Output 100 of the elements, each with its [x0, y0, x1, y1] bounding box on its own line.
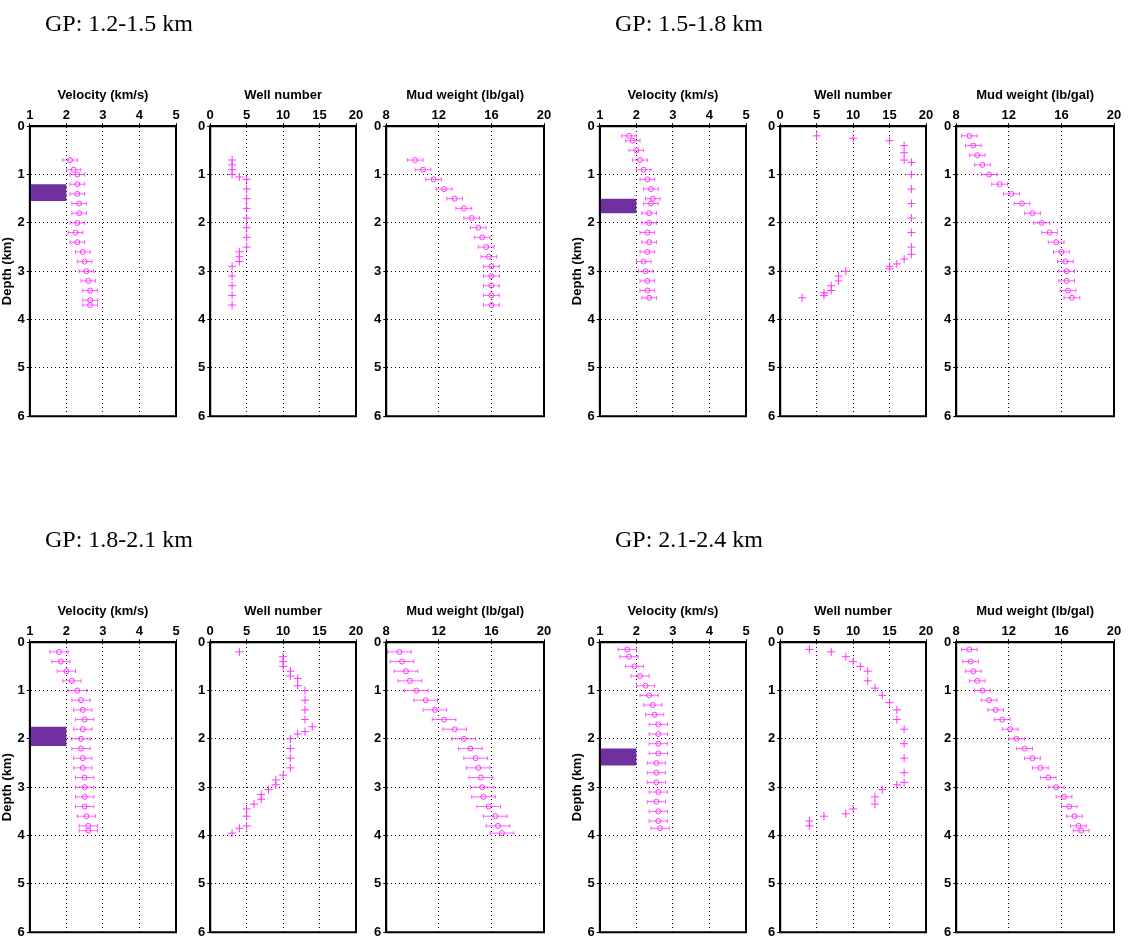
x-tick-label: 3	[99, 106, 107, 122]
y-tick-label: 3	[768, 262, 776, 278]
x-tick-label: 16	[1054, 622, 1069, 638]
y-tick-label: 3	[587, 262, 595, 278]
y-tick-label: 1	[17, 166, 25, 182]
y-tick-label: 6	[17, 923, 25, 939]
x-tick-label: 10	[275, 106, 291, 122]
y-tick-label: 1	[374, 166, 382, 182]
x-tick-label: 5	[813, 622, 821, 638]
y-tick-label: 0	[17, 117, 25, 133]
y-tick-label: 2	[198, 730, 206, 746]
y-tick-label: 5	[587, 359, 595, 375]
y-tick-label: 0	[944, 117, 952, 133]
x-tick-label: 16	[484, 622, 499, 638]
y-tick-label: 1	[944, 166, 952, 182]
y-tick-label: 0	[198, 633, 206, 649]
y-tick-label: 5	[944, 875, 952, 891]
y-tick-label: 3	[944, 262, 952, 278]
y-tick-label: 5	[198, 359, 206, 375]
x-tick-label: 16	[484, 106, 499, 122]
x-tick-label: 2	[632, 622, 640, 638]
y-tick-label: 6	[198, 923, 206, 939]
y-tick-label: 5	[198, 875, 206, 891]
y-tick-label: 1	[198, 166, 206, 182]
y-tick-label: 0	[374, 117, 382, 133]
x-tick-label: 5	[742, 106, 750, 122]
y-tick-label: 3	[17, 262, 25, 278]
x-axis-title: Mud weight (lb/gal)	[406, 87, 524, 103]
y-tick-label: 2	[587, 730, 595, 746]
x-axis-title: Velocity (km/s)	[57, 603, 149, 619]
y-axis-title: Depth (km)	[569, 753, 585, 822]
y-tick-label: 1	[587, 682, 595, 698]
x-tick-label: 20	[1106, 622, 1122, 638]
x-axis-title: Well number	[244, 87, 323, 103]
y-tick-label: 5	[944, 359, 952, 375]
y-tick-label: 5	[768, 359, 776, 375]
x-tick-label: 20	[536, 106, 552, 122]
x-axis-title: Velocity (km/s)	[57, 87, 149, 103]
x-tick-label: 15	[312, 106, 327, 122]
y-tick-label: 4	[587, 311, 596, 327]
y-axis-title: Depth (km)	[569, 237, 585, 306]
y-tick-label: 3	[198, 262, 206, 278]
x-axis-title: Mud weight (lb/gal)	[976, 87, 1094, 103]
y-tick-label: 1	[944, 682, 952, 698]
y-tick-label: 1	[17, 682, 25, 698]
x-tick-label: 3	[669, 622, 677, 638]
x-tick-label: 4	[705, 106, 714, 122]
y-tick-label: 2	[944, 214, 952, 230]
y-tick-label: 1	[768, 166, 776, 182]
chart-title: GP: 1.8-2.1 km	[45, 526, 194, 553]
x-tick-label: 10	[845, 622, 861, 638]
y-tick-label: 2	[768, 730, 776, 746]
y-tick-label: 4	[374, 311, 382, 327]
x-tick-label: 5	[172, 106, 180, 122]
y-tick-label: 1	[768, 682, 776, 698]
y-tick-label: 2	[587, 214, 595, 230]
x-tick-label: 10	[845, 106, 861, 122]
y-tick-label: 6	[944, 923, 952, 939]
y-tick-label: 5	[768, 875, 776, 891]
y-tick-label: 0	[768, 117, 776, 133]
x-tick-label: 8	[952, 106, 960, 122]
y-axis-title: Depth (km)	[0, 753, 15, 822]
y-tick-label: 4	[198, 827, 206, 843]
y-tick-label: 5	[374, 359, 382, 375]
x-tick-label: 5	[813, 106, 821, 122]
chart-title: GP: 1.2-1.5 km	[45, 10, 194, 37]
y-tick-label: 4	[944, 827, 952, 843]
y-tick-label: 3	[374, 262, 382, 278]
chart-title: GP: 2.1-2.4 km	[615, 526, 764, 553]
y-tick-label: 0	[17, 633, 25, 649]
y-tick-label: 5	[17, 359, 25, 375]
y-tick-label: 0	[374, 633, 382, 649]
x-tick-label: 8	[382, 106, 390, 122]
x-tick-label: 8	[382, 622, 390, 638]
x-tick-label: 20	[1106, 106, 1122, 122]
y-tick-label: 6	[768, 407, 776, 423]
x-axis-title: Well number	[814, 87, 893, 103]
y-tick-label: 3	[768, 778, 776, 794]
x-axis-title: Well number	[244, 603, 323, 619]
y-tick-label: 3	[198, 778, 206, 794]
y-tick-label: 0	[768, 633, 776, 649]
y-tick-label: 2	[944, 730, 952, 746]
y-tick-label: 0	[944, 633, 952, 649]
y-tick-label: 4	[587, 827, 596, 843]
y-tick-label: 0	[587, 117, 595, 133]
y-tick-label: 4	[944, 311, 952, 327]
y-tick-label: 6	[587, 407, 595, 423]
y-tick-label: 6	[198, 407, 206, 423]
x-tick-label: 4	[135, 106, 144, 122]
y-tick-label: 0	[198, 117, 206, 133]
x-tick-label: 20	[348, 106, 364, 122]
x-axis-title: Well number	[814, 603, 893, 619]
y-tick-label: 3	[587, 778, 595, 794]
y-tick-label: 5	[374, 875, 382, 891]
y-tick-label: 4	[374, 827, 382, 843]
y-tick-label: 2	[374, 214, 382, 230]
y-tick-label: 5	[17, 875, 25, 891]
y-tick-label: 6	[587, 923, 595, 939]
x-tick-label: 20	[918, 106, 934, 122]
x-tick-label: 4	[705, 622, 714, 638]
